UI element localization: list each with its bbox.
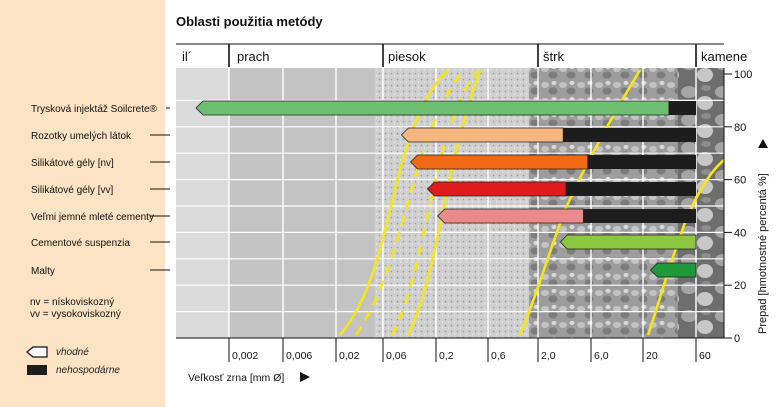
note-vv: vv = vysokoviskozný	[30, 309, 121, 320]
legend-suitable-label: vhodné	[56, 346, 89, 358]
x-tick-label: 6,0	[594, 350, 609, 362]
x-tick-label: 0,2	[439, 350, 454, 362]
x-tick-label: 20	[646, 350, 658, 362]
uneconomical-bar-velmi-jemne-mlete-cementy	[583, 209, 696, 223]
y-tick-label: 40	[734, 227, 746, 239]
class-header-band	[176, 45, 724, 67]
y-tick-label: 20	[734, 280, 746, 292]
method-label-silikatove-gely-nv: Silikátové gély [nv]	[31, 158, 114, 169]
uneconomical-bar-tryskova-injektaz-soilcrete	[668, 101, 696, 115]
label-layer: il´ prach piesok štrk kamene 0,002 0,006 0,02 0,…	[31, 43, 769, 384]
grading-curve-1	[339, 69, 449, 336]
method-label-velmi-jemne-mlete-cementy: Veľmi jemné mleté cementy	[31, 212, 154, 223]
method-label-tryskova-injektaz-soilcrete: Trysková injektáž Soilcrete®	[31, 104, 158, 115]
x-tick-label: 60	[699, 350, 711, 362]
suitable-bar-silikatove-gely-vv	[426, 181, 567, 197]
x-tick-label: 0,002	[232, 350, 258, 362]
bar-layer	[195, 100, 697, 278]
suitable-swatch-icon	[26, 346, 48, 358]
x-tick-label: 0,6	[491, 350, 506, 362]
soil-class-label-strk: štrk	[543, 49, 564, 64]
legend-uneconomical: nehospodárne	[26, 364, 120, 376]
suitable-bar-velmi-jemne-mlete-cementy	[437, 208, 584, 224]
suitable-bar-silikatove-gely-nv	[409, 154, 589, 170]
uneconomical-bar-silikatove-gely-vv	[565, 182, 696, 196]
suitable-bar-malty	[649, 262, 697, 278]
legend-uneconomical-label: nehospodárne	[56, 364, 120, 376]
note-nv: nv = nískoviskozný	[30, 297, 115, 308]
soil-class-label-prach: prach	[237, 49, 270, 64]
y-axis-label: Prepad [hmotnostné percentá %]	[757, 173, 769, 334]
y-tick-label: 0	[734, 333, 740, 345]
y-tick-label: 80	[734, 122, 746, 134]
side-panel	[0, 0, 165, 407]
x-axis-label: Veľkosť zrna [mm Ø]	[188, 372, 284, 384]
method-label-rozotky-umelych-latok: Rozotky umelých látok	[31, 131, 132, 142]
suitable-bar-cementove-suspenzia	[559, 234, 697, 250]
method-label-malty: Malty	[31, 266, 55, 277]
suitable-bar-tryskova-injektaz-soilcrete	[195, 100, 670, 116]
x-tick-label: 0,006	[286, 350, 312, 362]
x-tick-label: 0,02	[339, 350, 360, 362]
soil-class-label-piesok: piesok	[388, 49, 426, 64]
legend-suitable: vhodné	[26, 346, 89, 358]
soil-class-label-kamene: kamene	[701, 49, 747, 64]
soil-class-label-il: il´	[182, 49, 192, 64]
suitable-bar-rozotky-umelych-latok	[400, 127, 564, 143]
method-label-cementove-suspenzia: Cementové suspenzia	[31, 238, 130, 249]
chart-title: Oblasti použitia metódy	[176, 14, 323, 29]
y-tick-label: 60	[734, 175, 746, 187]
uneconomical-bar-rozotky-umelych-latok	[563, 128, 696, 142]
x-tick-label: 2,0	[541, 350, 556, 362]
y-axis-arrow-icon	[758, 139, 768, 148]
uneconomical-swatch-icon	[27, 365, 47, 375]
uneconomical-bar-silikatove-gely-nv	[587, 155, 696, 169]
x-tick-label: 0,06	[386, 350, 407, 362]
method-label-silikatove-gely-vv: Silikátové gély [vv]	[31, 185, 113, 196]
y-tick-label: 100	[734, 69, 752, 81]
x-axis-arrow-icon	[300, 372, 310, 382]
